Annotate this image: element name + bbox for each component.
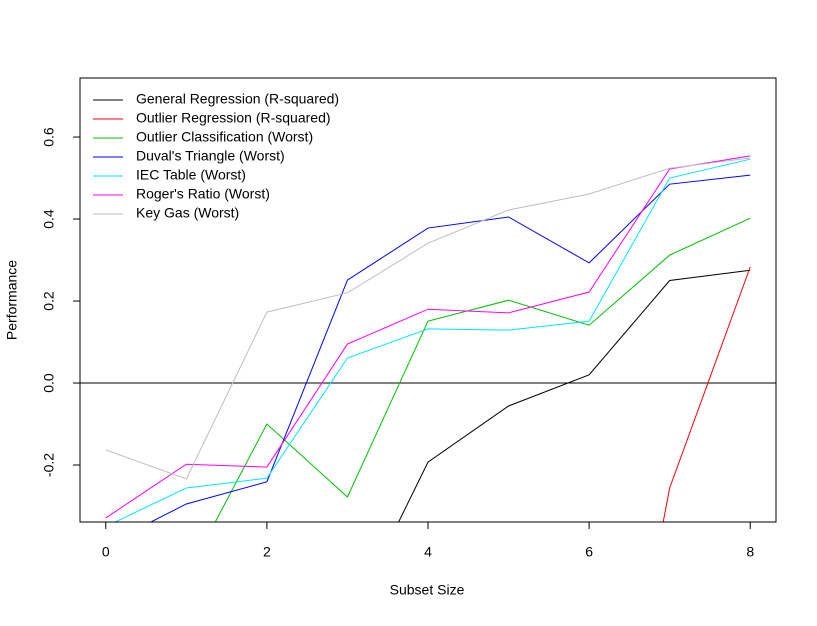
x-tick-label: 8 bbox=[746, 544, 754, 560]
series-line bbox=[105, 157, 751, 480]
y-tick-label: 0.4 bbox=[41, 209, 57, 229]
legend-label: General Regression (R-squared) bbox=[136, 91, 339, 107]
legend-label: Key Gas (Worst) bbox=[136, 205, 239, 221]
series-line bbox=[105, 155, 751, 519]
legend-label: Outlier Regression (R-squared) bbox=[136, 110, 331, 126]
y-axis-label: Performance bbox=[4, 260, 20, 340]
x-axis-label: Subset Size bbox=[390, 582, 465, 598]
plot-area bbox=[80, 155, 776, 522]
legend-label: IEC Table (Worst) bbox=[136, 167, 246, 183]
y-tick-label: 0.2 bbox=[41, 291, 57, 311]
series-line bbox=[114, 158, 751, 522]
x-tick-label: 6 bbox=[585, 544, 593, 560]
x-tick-label: 2 bbox=[263, 544, 271, 560]
series-line bbox=[214, 217, 751, 522]
series-line bbox=[398, 269, 751, 522]
x-tick-label: 4 bbox=[424, 544, 432, 560]
legend-label: Outlier Classification (Worst) bbox=[136, 129, 313, 145]
y-tick-label: 0.0 bbox=[41, 373, 57, 393]
legend-label: Roger's Ratio (Worst) bbox=[136, 186, 270, 202]
y-tick-label: 0.6 bbox=[41, 127, 57, 147]
y-tick-label: -0.2 bbox=[41, 453, 57, 477]
legend-label: Duval's Triangle (Worst) bbox=[136, 148, 285, 164]
x-tick-label: 0 bbox=[102, 544, 110, 560]
